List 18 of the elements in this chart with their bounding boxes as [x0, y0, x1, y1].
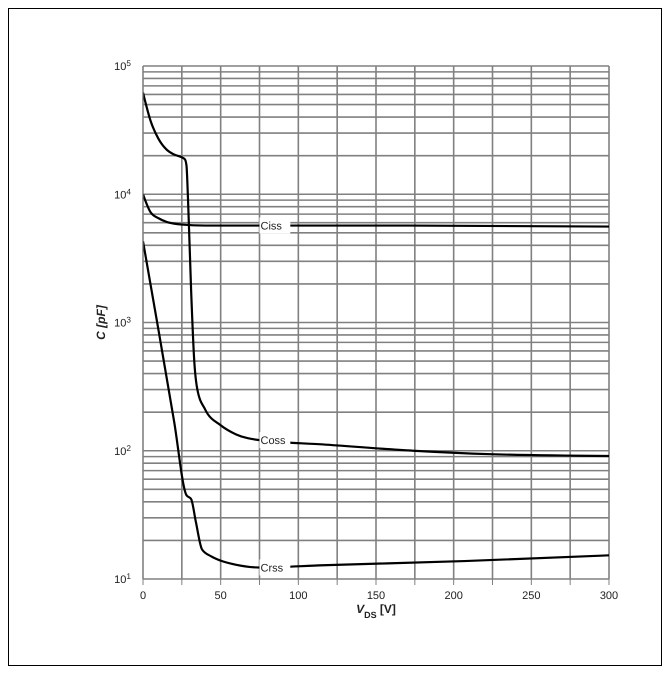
- y-tick-label: 10$^{1}$: [114, 572, 132, 586]
- y-tick-label: 10$^{2}$: [114, 443, 132, 458]
- y-axis-title: C [pF]: [94, 304, 108, 340]
- x-tick-label: 300: [600, 590, 618, 602]
- x-tick-label: 150: [366, 590, 386, 602]
- x-tick-label: 50: [214, 590, 227, 602]
- series-label: Coss: [260, 435, 286, 448]
- line-series: [143, 92, 609, 458]
- x-tick-label: 250: [522, 590, 541, 602]
- y-tick-label: 10$^{4}$: [114, 186, 132, 202]
- y-tick-label: 10$^{5}$: [114, 58, 132, 73]
- y-tick-label: 10$^{3}$: [114, 315, 132, 330]
- x-tick-label: 200: [444, 590, 463, 602]
- x-tick-label: 0: [140, 590, 146, 602]
- x-tick-label: 100: [289, 590, 308, 602]
- series-label: Crss: [260, 562, 284, 574]
- series-label: Ciss: [260, 220, 282, 233]
- x-axis-title: V$_{DS}$ [V]: [356, 602, 396, 620]
